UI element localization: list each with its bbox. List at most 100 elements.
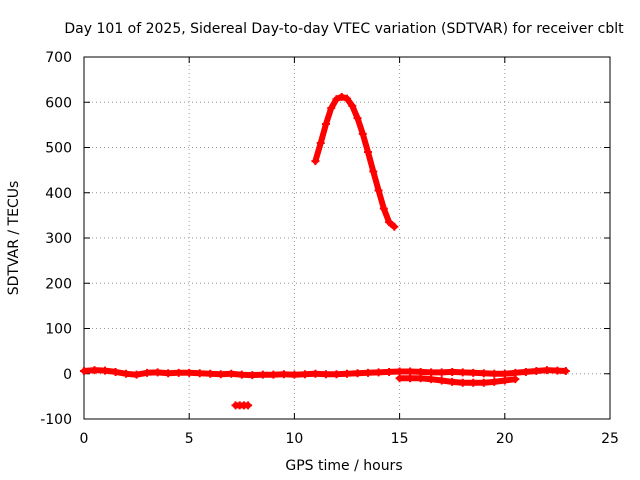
data-point: [279, 370, 288, 379]
data-point: [185, 368, 194, 377]
data-point: [437, 368, 446, 377]
data-point: [427, 375, 436, 384]
y-tick-label: -100: [40, 412, 72, 428]
x-tick-labels: 0 5 10 15 20 25: [80, 431, 619, 447]
data-point: [406, 367, 415, 376]
data-point: [500, 369, 509, 378]
data-point: [174, 368, 183, 377]
data-point: [385, 218, 394, 227]
data-point: [332, 95, 341, 104]
data-point: [343, 369, 351, 378]
x-axis-label: GPS time / hours: [285, 458, 402, 474]
y-tick-label: 500: [45, 141, 72, 157]
data-point: [216, 370, 225, 379]
y-tick-label: 300: [45, 231, 72, 247]
data-point: [258, 370, 267, 379]
grid-lines: [84, 57, 610, 419]
chart-title: Day 101 of 2025, Sidereal Day-to-day VTE…: [64, 21, 624, 37]
data-point: [490, 377, 499, 386]
data-point: [248, 371, 257, 380]
data-point: [469, 378, 478, 387]
y-tick-label: 200: [45, 276, 72, 292]
data-point: [561, 367, 570, 376]
data-point: [80, 367, 88, 376]
data-point: [101, 366, 110, 375]
data-point: [364, 148, 373, 157]
data-point: [542, 366, 551, 375]
x-tick-label: 25: [601, 431, 619, 447]
series-outlier: [231, 401, 253, 410]
data-point: [164, 369, 173, 378]
data-point: [469, 368, 478, 377]
data-point: [237, 370, 246, 379]
y-tick-label: 600: [45, 95, 72, 111]
y-tick-label: 0: [63, 367, 72, 383]
data-point: [479, 369, 488, 378]
data-point: [227, 369, 236, 378]
data-point: [458, 368, 467, 377]
data-point: [343, 94, 351, 103]
x-tick-label: 10: [285, 431, 303, 447]
data-point: [437, 376, 446, 385]
data-point: [132, 370, 141, 379]
y-tick-label: 700: [45, 50, 72, 66]
y-tick-label: 400: [45, 186, 72, 202]
data-point: [532, 367, 541, 376]
data-point: [379, 204, 388, 213]
series-lower-branch: [395, 374, 520, 387]
data-point: [300, 370, 309, 379]
data-point: [327, 104, 336, 113]
x-tick-label: 15: [391, 431, 409, 447]
data-point: [290, 370, 299, 379]
series-trace: [312, 93, 398, 230]
data-point: [395, 367, 404, 376]
data-point: [374, 186, 383, 195]
data-point: [358, 129, 367, 138]
data-point: [311, 157, 320, 166]
data-point: [479, 378, 488, 387]
data-point: [364, 368, 373, 377]
x-tick-label: 5: [185, 431, 194, 447]
data-point: [321, 119, 330, 128]
data-point: [521, 367, 530, 376]
data-point: [332, 370, 341, 379]
data-point: [374, 368, 383, 377]
data-points: [80, 92, 570, 410]
data-point: [448, 377, 457, 386]
data-point: [458, 378, 467, 387]
data-point: [511, 375, 520, 384]
data-point: [427, 368, 436, 377]
y-tick-labels: -100 0 100 200 300 400 500 600 700: [40, 50, 72, 428]
data-point: [448, 367, 457, 376]
data-point: [90, 366, 99, 375]
data-point: [416, 374, 425, 383]
data-point: [369, 167, 378, 176]
data-point: [553, 366, 562, 375]
data-point: [390, 222, 399, 231]
plot-frame: [83, 56, 611, 420]
data-point: [500, 376, 509, 385]
data-point: [206, 369, 215, 378]
data-point: [269, 370, 278, 379]
data-point: [348, 101, 357, 110]
axis-ticks: [83, 56, 611, 420]
data-point: [406, 374, 415, 383]
series-baseline: [80, 366, 570, 380]
x-tick-label: 0: [80, 431, 89, 447]
data-point: [316, 138, 325, 147]
data-point: [311, 369, 320, 378]
data-point: [111, 367, 120, 376]
x-tick-label: 20: [496, 431, 514, 447]
data-point: [353, 114, 362, 123]
data-point: [395, 374, 404, 383]
y-tick-label: 100: [45, 322, 72, 338]
data-point: [195, 369, 204, 378]
y-axis-label: SDTVAR / TECUs: [6, 181, 22, 296]
data-point: [353, 369, 362, 378]
series-arc: [311, 92, 399, 231]
data-point: [122, 369, 131, 378]
data-point: [321, 370, 330, 379]
data-point: [153, 368, 162, 377]
data-point: [385, 367, 394, 376]
